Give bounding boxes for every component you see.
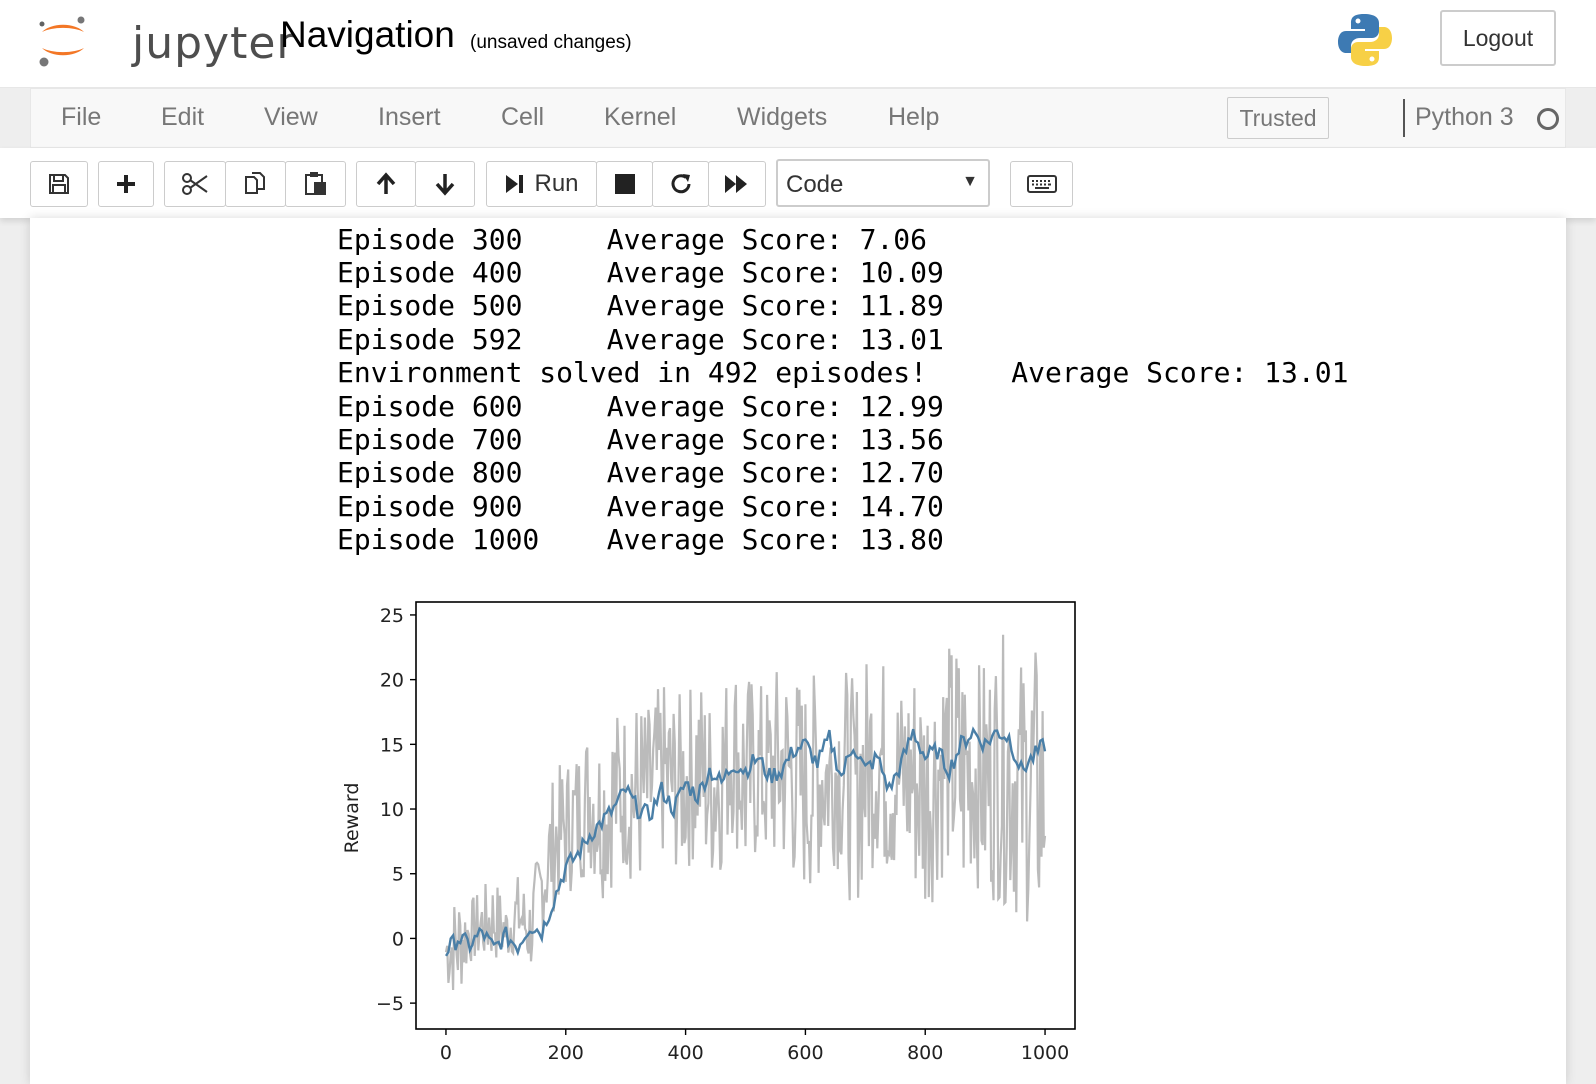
reward-chart-svg: 0 200 400 600 800 1000 −5 0 5 10 15 20 25 Reward — [341, 601, 1076, 1064]
menu-insert[interactable]: Insert — [378, 103, 441, 131]
x-tick-label: 800 — [907, 1042, 943, 1064]
y-tick-label: 25 — [380, 605, 404, 627]
save-button[interactable] — [30, 161, 88, 207]
menu-help[interactable]: Help — [888, 103, 940, 131]
notebook-title[interactable]: Navigation — [280, 14, 455, 55]
y-tick-label: 10 — [380, 799, 404, 821]
restart-run-all-button[interactable] — [708, 161, 766, 207]
stop-icon — [614, 174, 635, 194]
save-status: (unsaved changes) — [470, 32, 632, 53]
y-axis-label: Reward — [341, 783, 363, 854]
jupyter-logo-icon — [39, 16, 85, 67]
toolbar: Run Code ▼ — [0, 148, 1596, 218]
menu-file[interactable]: File — [61, 103, 102, 131]
save-icon — [49, 174, 69, 194]
copy-icon — [244, 172, 265, 194]
kernel-idle-icon — [1537, 108, 1559, 130]
keyboard-icon — [1026, 175, 1057, 193]
output-line: Episode 300 Average Score: 7.06 — [337, 223, 928, 256]
logout-button[interactable]: Logout — [1440, 10, 1556, 66]
kernel-name[interactable]: Python 3 — [1415, 103, 1514, 131]
restart-icon — [671, 174, 690, 194]
run-label: Run — [534, 170, 579, 197]
header: jupyter Navigation (unsaved changes) Log… — [0, 0, 1596, 88]
x-tick-label: 1000 — [1021, 1042, 1069, 1064]
fast-forward-icon — [725, 175, 747, 193]
paste-button[interactable] — [285, 161, 346, 207]
menu-kernel[interactable]: Kernel — [604, 103, 677, 131]
raw-reward-series — [444, 634, 1047, 991]
menu-edit[interactable]: Edit — [161, 103, 205, 131]
reward-chart: 0 200 400 600 800 1000 −5 0 5 10 15 20 25 Reward — [330, 573, 1110, 1084]
plot-frame — [415, 601, 1076, 1030]
python-logo-icon — [1336, 11, 1394, 69]
logo-text: jupyter — [132, 18, 296, 69]
output-line: Environment solved in 492 episodes! Aver… — [337, 356, 1349, 389]
x-tick-label: 400 — [667, 1042, 703, 1064]
insert-cell-button[interactable] — [98, 161, 154, 207]
output-line: Episode 500 Average Score: 11.89 — [337, 289, 944, 322]
y-tick-label: 20 — [380, 670, 404, 692]
command-palette-button[interactable] — [1010, 161, 1073, 207]
jupyter-logo[interactable]: jupyter — [36, 10, 295, 69]
copy-button[interactable] — [225, 161, 286, 207]
move-down-button[interactable] — [415, 161, 475, 207]
y-tick-label: 15 — [380, 734, 404, 756]
output-line: Episode 1000 Average Score: 13.80 — [337, 523, 944, 556]
step-forward-icon — [506, 175, 524, 193]
plus-icon — [117, 175, 135, 193]
y-tick-label: −5 — [376, 993, 404, 1015]
raw-reward-line — [444, 634, 1047, 991]
move-up-button[interactable] — [356, 161, 416, 207]
output-line: Episode 400 Average Score: 10.09 — [337, 256, 944, 289]
y-axis-ticks: −5 0 5 10 15 20 25 — [376, 605, 416, 1015]
menu-widgets[interactable]: Widgets — [737, 103, 828, 131]
y-tick-label: 5 — [392, 864, 404, 886]
run-button[interactable]: Run — [486, 161, 597, 207]
cut-button[interactable] — [164, 161, 226, 207]
arrow-down-icon — [435, 174, 455, 196]
cell-type-select[interactable]: Code ▼ — [776, 159, 990, 207]
arrow-up-icon — [376, 172, 396, 194]
scissors-icon — [182, 173, 208, 195]
output-line: Episode 900 Average Score: 14.70 — [337, 490, 944, 523]
notebook-container[interactable]: Episode 300 Average Score: 7.06 Episode … — [30, 218, 1566, 1084]
moving-average-line — [444, 726, 1047, 957]
menu-cell[interactable]: Cell — [501, 103, 545, 131]
kernel-separator — [1403, 99, 1405, 137]
restart-button[interactable] — [652, 161, 709, 207]
x-tick-label: 200 — [548, 1042, 584, 1064]
x-tick-label: 600 — [787, 1042, 823, 1064]
y-tick-label: 0 — [392, 928, 404, 950]
paste-icon — [304, 172, 326, 195]
output-line: Episode 800 Average Score: 12.70 — [337, 456, 944, 489]
x-axis-ticks: 0 200 400 600 800 1000 — [440, 1029, 1069, 1064]
cell-type-value: Code — [786, 171, 844, 198]
trusted-indicator[interactable]: Trusted — [1227, 97, 1329, 139]
x-tick-label: 0 — [440, 1042, 452, 1064]
chevron-down-icon: ▼ — [962, 173, 978, 190]
moving-average-series — [444, 726, 1047, 957]
menubar: File Edit View Insert Cell Kernel Widget… — [30, 88, 1566, 148]
menu-view[interactable]: View — [264, 103, 318, 131]
interrupt-button[interactable] — [596, 161, 653, 207]
output-line: Episode 700 Average Score: 13.56 — [337, 423, 944, 456]
output-line: Episode 592 Average Score: 13.01 — [337, 323, 944, 356]
output-line: Episode 600 Average Score: 12.99 — [337, 390, 944, 423]
